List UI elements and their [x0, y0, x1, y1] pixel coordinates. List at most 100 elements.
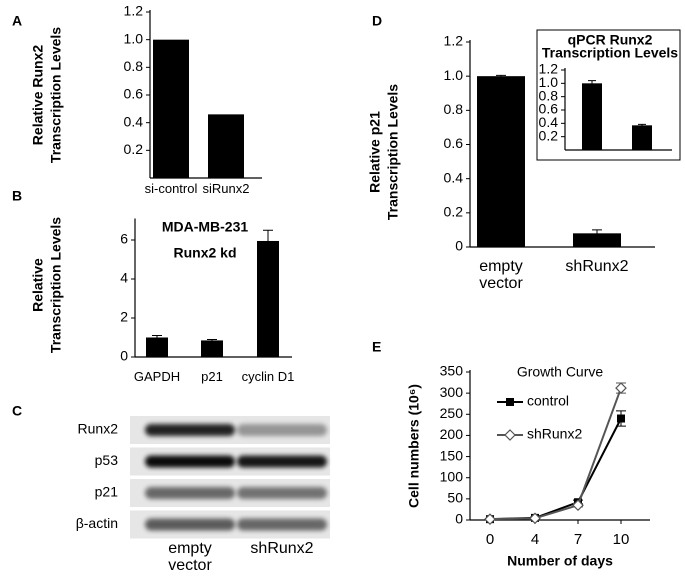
annotation: Runx2 kd: [173, 245, 236, 261]
y-tick-label: 0.2: [444, 204, 464, 220]
y-tick-label: 0.4: [124, 113, 144, 129]
inset-title: qPCR Runx2: [568, 32, 653, 48]
bar: [146, 337, 168, 357]
x-tick-label: 0: [485, 531, 495, 548]
x-tick-label: empty vector: [479, 258, 523, 292]
y-axis-label: Transcription Levels: [385, 84, 401, 220]
blot-row-label: p53: [95, 452, 119, 468]
x-tick-label-box: shRunx2: [565, 258, 629, 275]
y-axis-label: Relative p21: [367, 111, 383, 193]
inset-title: Transcription Levels: [542, 45, 678, 61]
y-tick-label: 1.0: [539, 74, 559, 90]
error-bar: [592, 229, 602, 238]
error-bar: [152, 335, 162, 340]
y-tick-label: 1.2: [539, 61, 559, 77]
blot-lane-label-box: empty vector: [168, 540, 212, 574]
data-point: [484, 513, 496, 526]
bar: [582, 83, 602, 150]
blot-band: [145, 518, 235, 531]
y-tick-label: 0.6: [124, 86, 144, 102]
error-bar: [588, 80, 596, 87]
y-tick-label: 4: [120, 270, 128, 286]
y-tick-label: 0.4: [539, 114, 559, 130]
blot-lane-label: empty vector: [168, 540, 212, 574]
series-line: [489, 387, 622, 521]
bar: [257, 240, 279, 357]
x-tick-label-box: siRunx2: [202, 181, 250, 196]
blot-band: [237, 518, 327, 531]
error-bar: [207, 338, 217, 342]
bar: [477, 76, 525, 248]
y-axis-label: Relative: [30, 258, 46, 312]
y-tick-label: 1.0: [124, 30, 144, 46]
x-tick-label: GAPDH: [133, 369, 181, 384]
y-axis-label: Cell numbers (10⁶): [406, 384, 422, 508]
bar: [201, 340, 223, 357]
x-tick-label-box: 10: [612, 531, 630, 548]
y-tick-label: 0.2: [124, 141, 144, 157]
panel-letter: E: [372, 339, 381, 355]
blot-band: [237, 455, 327, 468]
x-tick-label: 7: [573, 531, 583, 548]
y-tick-label: 50: [447, 490, 463, 506]
panel-letter: C: [12, 403, 22, 419]
data-point: [617, 414, 625, 423]
y-tick-label: 1.2: [124, 3, 144, 19]
error-bar: [638, 123, 646, 127]
x-tick-label-box: 4: [530, 531, 540, 548]
legend-marker: [506, 398, 514, 406]
y-tick-label: 0.8: [444, 101, 464, 117]
x-tick-label-box: cyclin D1: [241, 369, 295, 384]
blot-lane-label: shRunx2: [250, 540, 314, 557]
x-tick-label: p21: [201, 369, 223, 384]
y-axis-label: Relative Runx2: [30, 45, 46, 146]
legend-label: control: [527, 393, 569, 409]
x-tick-label: si-control: [144, 181, 198, 196]
blot-band: [145, 455, 235, 468]
y-tick-label: 200: [440, 426, 464, 442]
panel-letter: A: [12, 13, 22, 29]
blot-lane-label-box: shRunx2: [250, 540, 314, 557]
annotation: MDA-MB-231: [162, 219, 249, 235]
y-tick-label: 2: [120, 309, 128, 325]
y-tick-label: 0: [455, 238, 463, 254]
y-tick-label: 150: [440, 447, 464, 463]
error-bar: [263, 229, 273, 253]
blot-band: [237, 424, 327, 436]
blot-band: [145, 487, 235, 499]
y-tick-label: 6: [120, 231, 128, 247]
x-tick-label: cyclin D1: [241, 369, 295, 384]
x-tick-label-box: GAPDH: [133, 369, 181, 384]
y-tick-label: 0.6: [539, 101, 559, 117]
y-tick-label: 0.2: [539, 127, 559, 143]
x-tick-label-box: empty vector: [479, 258, 523, 292]
blot-band: [145, 424, 235, 436]
y-tick-label: 1.0: [444, 67, 464, 83]
y-tick-label: 0.8: [124, 58, 144, 74]
x-tick-label: 10: [612, 531, 630, 548]
legend-label: shRunx2: [527, 426, 582, 442]
bar: [632, 125, 652, 150]
chart-title: Growth Curve: [517, 364, 604, 380]
data-point: [615, 382, 627, 394]
panel-letter: B: [12, 188, 22, 204]
y-tick-label: 250: [440, 405, 464, 421]
y-tick-label: 1.2: [444, 33, 464, 49]
panel-letter: D: [372, 13, 382, 29]
blot-row-label: Runx2: [78, 421, 119, 437]
x-tick-label: shRunx2: [565, 258, 629, 275]
x-tick-label-box: 0: [485, 531, 495, 548]
y-tick-label: 0.8: [539, 87, 559, 103]
blot-band: [237, 487, 327, 499]
legend-marker: [504, 429, 516, 441]
x-tick-label-box: 7: [573, 531, 583, 548]
y-tick-label: 0.6: [444, 135, 464, 151]
data-point: [572, 499, 584, 512]
y-axis-label: Transcription Levels: [48, 27, 64, 163]
x-tick-label: siRunx2: [202, 181, 250, 196]
y-tick-label: 0.4: [444, 169, 464, 185]
y-tick-label: 350: [440, 363, 464, 379]
x-tick-label: 4: [530, 531, 540, 548]
x-tick-label-box: p21: [201, 369, 223, 384]
